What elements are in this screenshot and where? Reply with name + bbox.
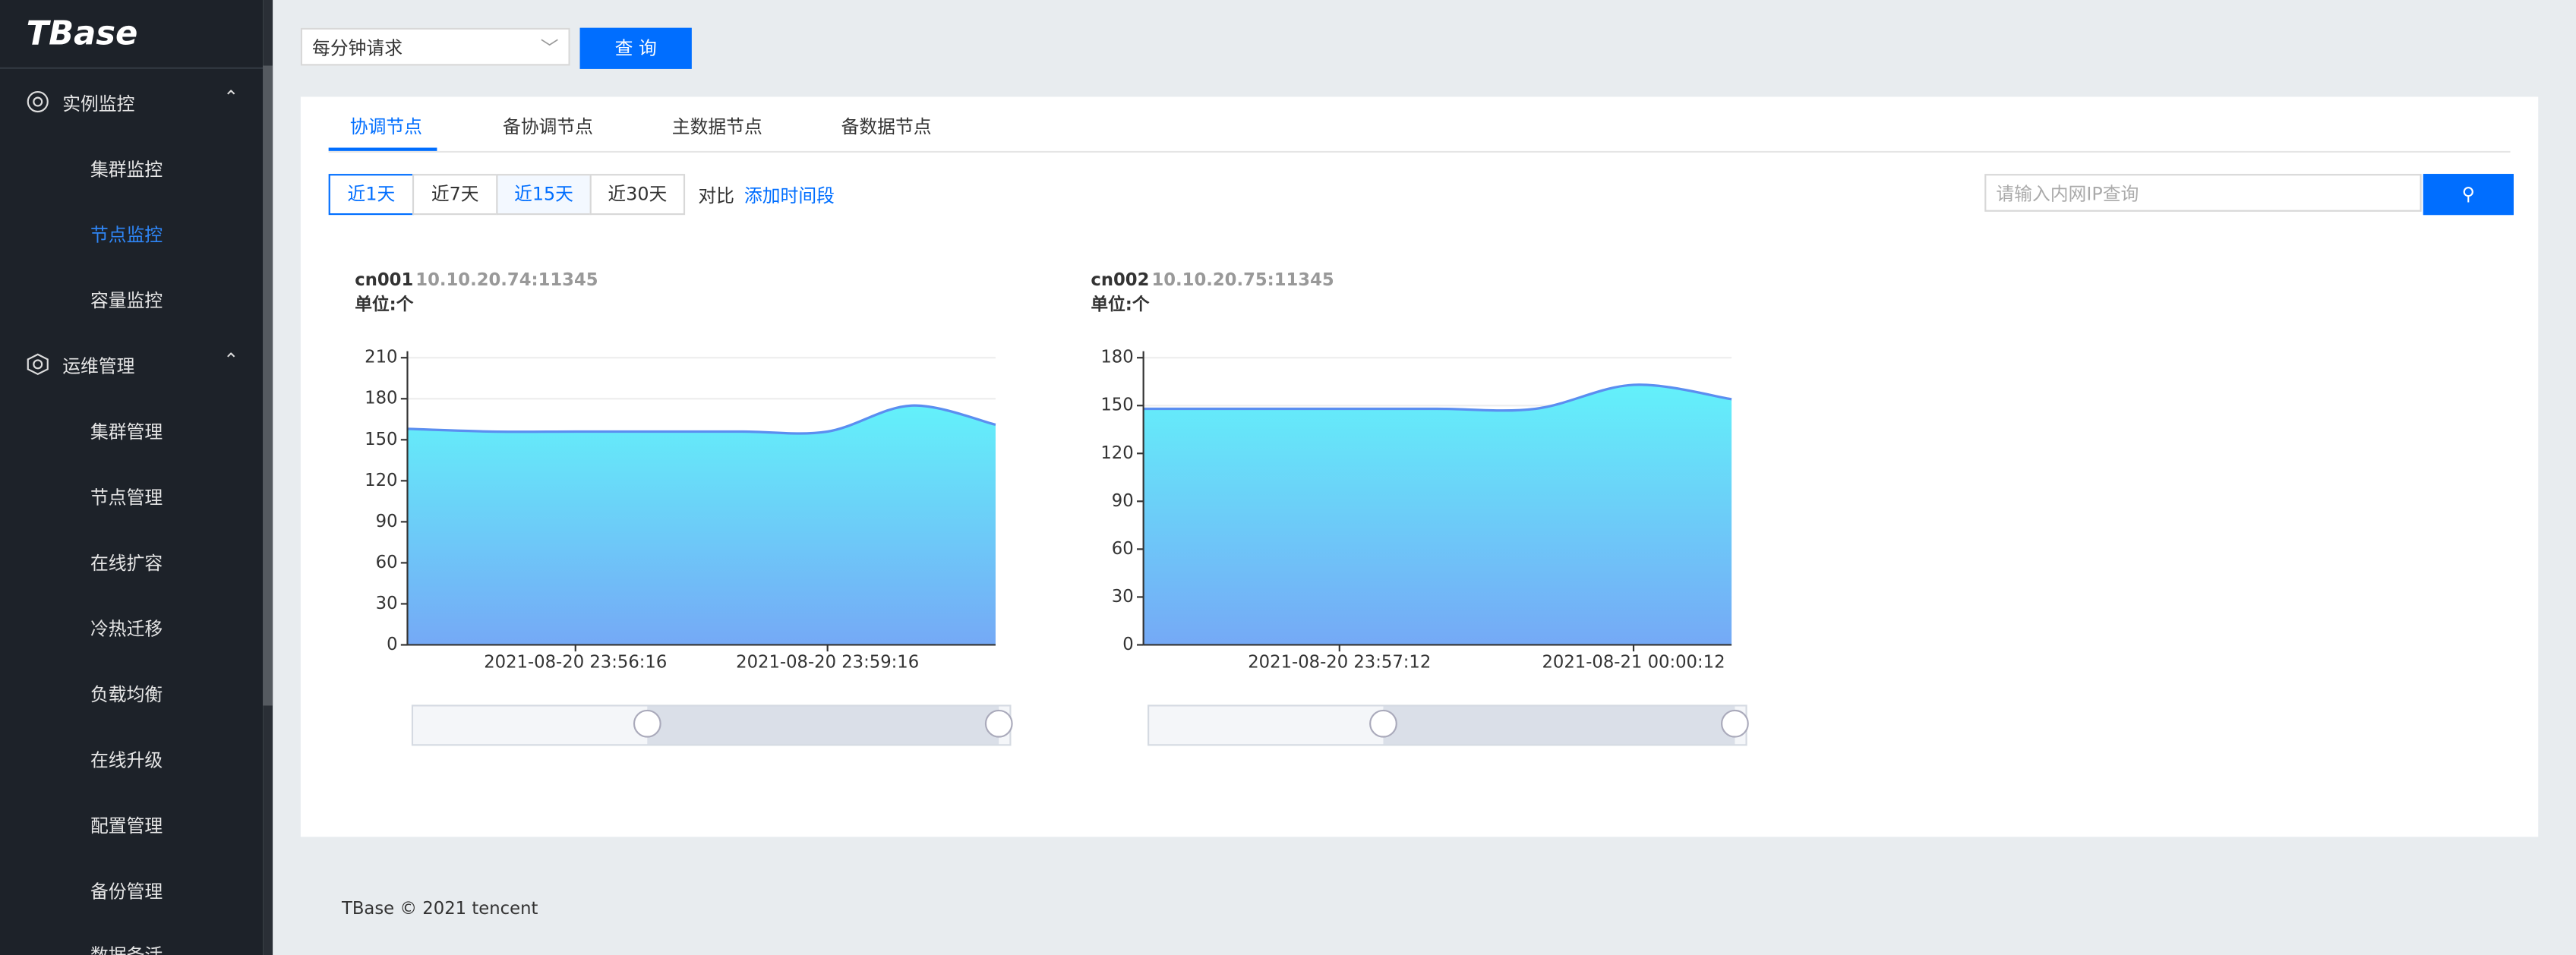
- menu-item[interactable]: 数据备活: [90, 942, 163, 955]
- zoom-handle: [1369, 709, 1397, 738]
- y-tick-label: 60: [376, 553, 398, 572]
- search-input[interactable]: 请输入内网IP查询: [1984, 174, 2422, 212]
- unit-label: 单位:个: [355, 295, 413, 315]
- query-button[interactable]: 查 询: [579, 27, 692, 69]
- zoom-selection: [647, 705, 999, 745]
- menu-item[interactable]: 在线升级: [90, 749, 163, 771]
- chart-subtitle: 10.10.20.75:11345: [1151, 270, 1334, 290]
- y-tick-label: 120: [365, 471, 397, 490]
- menu-item[interactable]: 在线扩容: [90, 553, 163, 575]
- y-tick-label: 150: [1100, 396, 1133, 415]
- menu-item[interactable]: 配置管理: [90, 815, 163, 837]
- y-tick-label: 180: [365, 389, 397, 408]
- icon: [27, 90, 49, 113]
- y-tick-label: 30: [376, 594, 398, 613]
- select[interactable]: 每分钟请求 ﹀: [300, 27, 570, 66]
- tab-indicator: [328, 147, 437, 151]
- y-tick-label: 90: [376, 512, 398, 531]
- menu-item[interactable]: 备份管理: [90, 881, 163, 903]
- y-tick-label: 30: [1112, 587, 1134, 607]
- zoom-handle: [984, 709, 1013, 738]
- line: [1143, 383, 1732, 412]
- zoom-selection: [1383, 705, 1735, 745]
- y-tick-label: 210: [365, 348, 397, 367]
- chart-title: cn001: [355, 270, 413, 290]
- menu-item[interactable]: 集群监控: [90, 159, 163, 181]
- compare-label: 对比: [698, 185, 734, 207]
- footer: TBase © 2021 tencent: [341, 899, 538, 919]
- x-tick-label: 2021-08-20 23:59:16: [736, 653, 919, 673]
- menu-item[interactable]: 集群管理: [90, 421, 163, 443]
- tab[interactable]: 协调节点: [349, 116, 422, 138]
- x-tick-label: 2021-08-21 00:00:12: [1542, 653, 1725, 673]
- menu-item[interactable]: 节点管理: [90, 487, 163, 509]
- x-tick-label: 2021-08-20 23:56:16: [484, 653, 667, 673]
- area: [1143, 384, 1732, 645]
- add-period-link[interactable]: 添加时间段: [743, 185, 835, 207]
- menu-group[interactable]: 运维管理: [62, 356, 135, 378]
- tab-divider: [328, 150, 2511, 153]
- line: [407, 404, 996, 435]
- menu-group[interactable]: 实例监控: [62, 93, 135, 115]
- zoom-handle: [633, 709, 661, 738]
- caret[interactable]: ⌃: [223, 349, 239, 371]
- time-button[interactable]: 近15天: [496, 174, 592, 216]
- unit-label: 单位:个: [1091, 295, 1149, 315]
- icon: [27, 353, 49, 376]
- y-tick-label: 120: [1100, 443, 1133, 463]
- menu-item[interactable]: 节点监控: [90, 225, 163, 247]
- zoom-handle: [1721, 709, 1749, 738]
- area: [407, 405, 996, 645]
- sidebar: TBase 实例监控 ⌃ 集群监控 节点监控 容量监控 运维管理 ⌃ 集群管理 …: [0, 0, 264, 955]
- y-tick-label: 60: [1112, 539, 1134, 559]
- scroll-thumb[interactable]: [263, 65, 273, 706]
- x-tick-label: 2021-08-20 23:57:12: [1248, 653, 1431, 673]
- menu-item[interactable]: 容量监控: [90, 290, 163, 312]
- y-tick-label: 150: [365, 430, 397, 449]
- y-tick-label: 0: [387, 635, 397, 654]
- logo[interactable]: TBase: [26, 13, 138, 53]
- y-tick-label: 90: [1112, 491, 1134, 511]
- chart-subtitle: 10.10.20.74:11345: [415, 270, 598, 290]
- divider: [0, 67, 264, 69]
- y-tick-label: 0: [1122, 635, 1133, 654]
- select-value: 每分钟请求: [312, 37, 403, 59]
- caret[interactable]: ⌃: [223, 87, 239, 109]
- time-button[interactable]: 近7天: [412, 174, 498, 216]
- tab[interactable]: 主数据节点: [671, 116, 762, 138]
- tab[interactable]: 备数据节点: [841, 116, 932, 138]
- menu-item[interactable]: 负载均衡: [90, 684, 163, 706]
- search-button[interactable]: ⚲: [2423, 174, 2514, 216]
- tab[interactable]: 备协调节点: [502, 116, 593, 138]
- time-button[interactable]: 近30天: [589, 174, 686, 216]
- menu-item[interactable]: 冷热迁移: [90, 618, 163, 640]
- y-tick-label: 180: [1100, 348, 1133, 367]
- time-button[interactable]: 近1天: [328, 174, 415, 216]
- chart-title: cn002: [1091, 270, 1149, 290]
